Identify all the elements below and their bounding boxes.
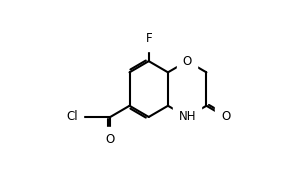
Text: O: O — [106, 133, 115, 146]
Text: O: O — [183, 55, 192, 68]
Text: O: O — [221, 111, 230, 124]
Text: NH: NH — [178, 111, 196, 124]
Text: Cl: Cl — [66, 111, 78, 124]
Text: F: F — [146, 32, 152, 45]
